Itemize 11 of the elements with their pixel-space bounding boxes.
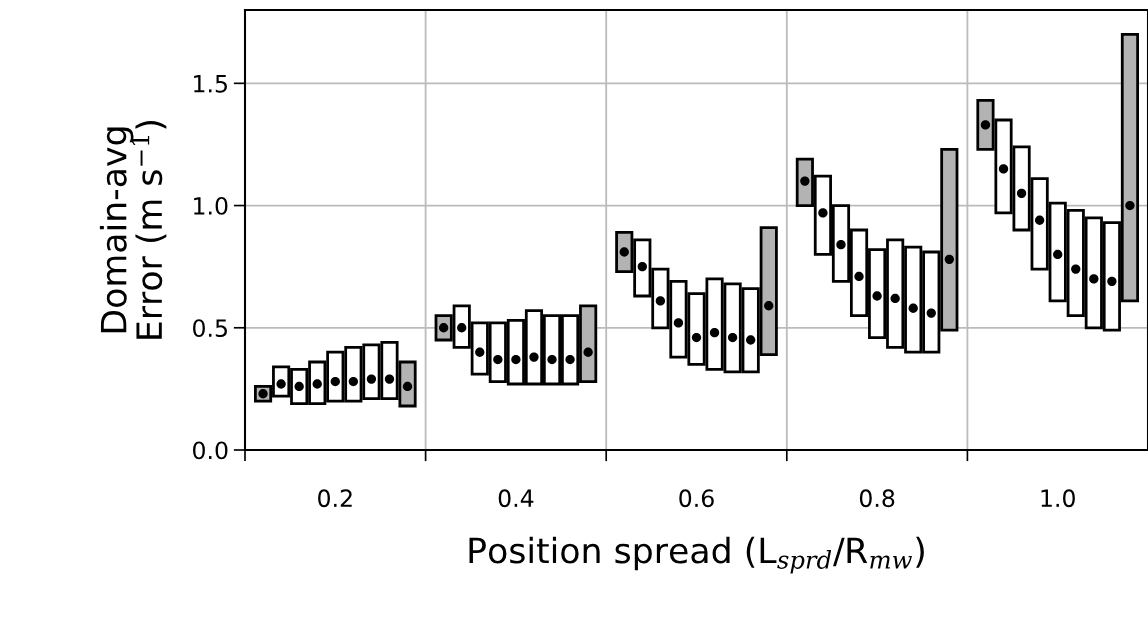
y-tick-label: 0.5 — [193, 319, 227, 338]
x-tick-label: 0.8 — [859, 489, 895, 508]
x-tick-label: 0.2 — [318, 489, 352, 508]
y-tick-label: 0.0 — [193, 441, 228, 460]
x-tick-label: 0.6 — [679, 489, 714, 508]
x-tick-label: 0.4 — [498, 489, 534, 508]
y-tick-label: 1.5 — [194, 75, 227, 93]
y-tick-label: 1.0 — [194, 197, 228, 215]
y-axis-title: Domain-avg Error (m s$^{−1}$) — [99, 121, 167, 339]
x-tick-label: 1.0 — [1041, 489, 1075, 508]
x-axis-title: Position spread (L$_{sprd}$/R$_{mw}$) — [469, 536, 924, 574]
